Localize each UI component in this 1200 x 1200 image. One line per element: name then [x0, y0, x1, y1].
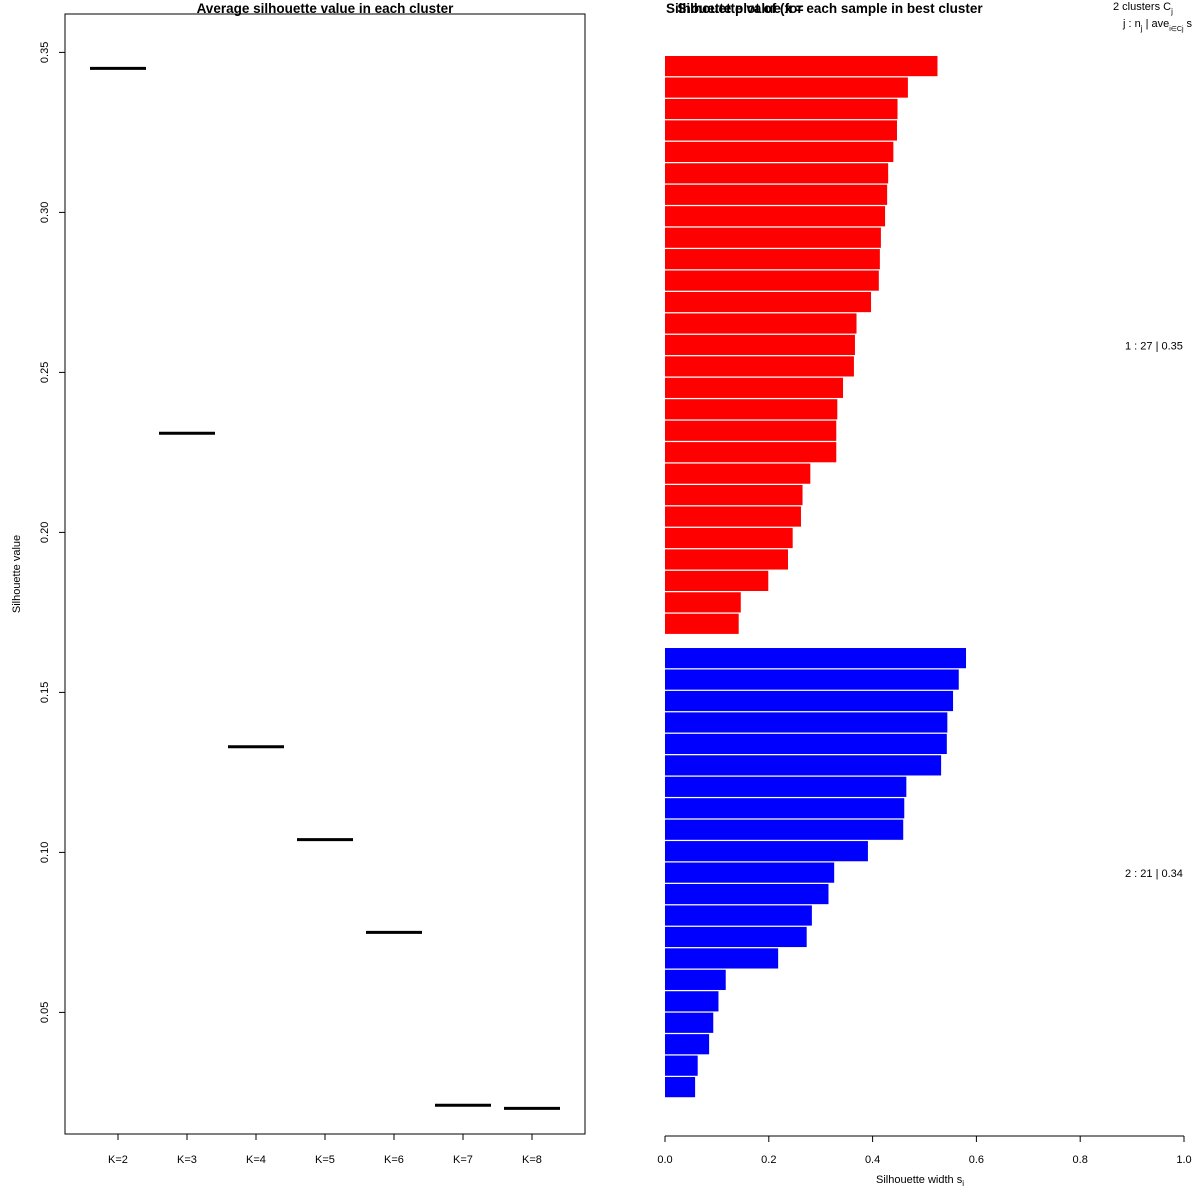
left-y-tick-label: 0.30: [39, 202, 51, 223]
silhouette-bar: [665, 883, 829, 905]
silhouette-bar: [665, 1012, 714, 1033]
silhouette-bar: [665, 420, 837, 441]
silhouette-bar: [665, 141, 894, 162]
silhouette-bar: [665, 227, 881, 248]
left-y-tick-label: 0.15: [39, 682, 51, 703]
legend-header-line2-sub: j: [1140, 24, 1143, 33]
silhouette-bar: [665, 442, 837, 463]
silhouette-bar: [665, 120, 897, 141]
silhouette-bar: [665, 905, 812, 926]
silhouette-bar: [665, 163, 889, 184]
right-chart-title: Silhouette value for each sample in best…: [677, 1, 983, 16]
right-x-axis: 0.0 0.2 0.4 0.6 0.8 1.0: [657, 1135, 1192, 1166]
silhouette-bar: [665, 776, 907, 797]
left-x-tick-label: K=6: [384, 1154, 404, 1166]
silhouette-bar: [665, 819, 904, 840]
right-x-axis-label-sub: i: [962, 1179, 964, 1188]
left-x-tick-label: K=2: [108, 1154, 128, 1166]
right-x-tick-label: 1.0: [1176, 1154, 1191, 1166]
right-bars: [665, 56, 967, 1098]
left-y-tick-label: 0.20: [39, 522, 51, 543]
silhouette-bar: [665, 527, 793, 549]
left-chart: Average silhouette value in each cluster…: [11, 1, 586, 1166]
silhouette-bar: [665, 356, 854, 377]
silhouette-bar: [665, 313, 857, 334]
left-chart-title: Average silhouette value in each cluster: [197, 1, 455, 16]
legend-header-line2-end: s: [1184, 18, 1193, 30]
right-x-tick-label: 0.0: [657, 1154, 672, 1166]
left-x-tick-label: K=8: [522, 1154, 542, 1166]
legend-header-line1: 2 clusters Cj: [1113, 1, 1173, 16]
silhouette-bar: [665, 948, 779, 969]
legend-header-line2-text: j : n: [1122, 18, 1141, 30]
silhouette-bar: [665, 841, 868, 862]
right-x-tick-label: 0.6: [969, 1154, 984, 1166]
silhouette-bar: [665, 1034, 710, 1055]
silhouette-bar: [665, 206, 886, 227]
cluster-summary-label: 1 : 27 | 0.35: [1125, 341, 1183, 353]
silhouette-bar: [665, 377, 844, 398]
left-y-tick-label: 0.05: [39, 1002, 51, 1023]
left-x-tick-label: K=7: [453, 1154, 473, 1166]
silhouette-bar: [665, 485, 803, 506]
silhouette-bar: [665, 1055, 698, 1076]
silhouette-bar: [665, 798, 905, 819]
legend-header-line2-mid: | ave: [1143, 18, 1170, 30]
silhouette-bar: [665, 549, 789, 570]
left-x-axis: K=2 K=3 K=4 K=5 K=6 K=7 K=8: [108, 1133, 542, 1166]
silhouette-bar: [665, 669, 959, 690]
silhouette-bar: [665, 506, 801, 527]
silhouette-bar: [665, 991, 719, 1012]
left-y-tick-label: 0.35: [39, 42, 51, 63]
silhouette-bar: [665, 755, 942, 776]
silhouette-bar: [665, 690, 954, 712]
legend-header-line1-text: 2 clusters C: [1113, 1, 1171, 13]
silhouette-bar: [665, 733, 947, 755]
silhouette-bar: [665, 969, 726, 990]
silhouette-bar: [665, 270, 879, 291]
silhouette-bar: [665, 56, 938, 77]
silhouette-bar: [665, 291, 872, 313]
silhouette-bar: [665, 184, 888, 205]
silhouette-bar: [665, 399, 838, 420]
left-markers: [90, 66, 560, 1110]
left-y-tick-label: 0.10: [39, 842, 51, 863]
silhouette-bar: [665, 648, 967, 669]
left-x-tick-label: K=5: [315, 1154, 335, 1166]
right-chart-title-underlay: Silhouette plot of (x =: [666, 1, 804, 16]
legend-header-line2-sub2: i∈Cj: [1169, 26, 1184, 33]
silhouette-bar: [665, 712, 948, 733]
left-x-tick-label: K=4: [246, 1154, 266, 1166]
silhouette-bar: [665, 926, 807, 948]
left-x-tick-label: K=3: [177, 1154, 197, 1166]
silhouette-bar: [665, 862, 835, 883]
silhouette-bar: [665, 592, 741, 613]
right-chart: Silhouette plot of (x = Silhouette value…: [657, 1, 1192, 1188]
left-plot-frame: [64, 13, 586, 1135]
silhouette-bar: [665, 77, 908, 98]
legend-header: 2 clusters Cj j : nj | avei∈Cj s: [1113, 1, 1193, 33]
left-y-axis: 0.05 0.10 0.15 0.20 0.25 0.30 0.35: [39, 42, 66, 1023]
right-x-tick-label: 0.2: [761, 1154, 776, 1166]
silhouette-bar: [665, 613, 739, 634]
silhouette-bar: [665, 570, 769, 591]
legend-header-line2: j : nj | avei∈Cj s: [1122, 18, 1193, 33]
legend-header-line1-sub: j: [1170, 7, 1173, 16]
right-x-tick-label: 0.4: [865, 1154, 880, 1166]
silhouette-bar: [665, 1077, 696, 1098]
cluster-summary-label: 2 : 21 | 0.34: [1125, 868, 1183, 880]
right-x-tick-label: 0.8: [1073, 1154, 1088, 1166]
silhouette-bar: [665, 463, 811, 484]
silhouette-bar: [665, 334, 855, 356]
right-cluster-labels: 1 : 27 | 0.35 2 : 21 | 0.34: [1125, 341, 1183, 881]
left-y-axis-label: Silhouette value: [11, 535, 23, 613]
right-x-axis-label-text: Silhouette width s: [876, 1174, 963, 1186]
silhouette-bar: [665, 98, 898, 120]
left-y-tick-label: 0.25: [39, 362, 51, 383]
silhouette-bar: [665, 249, 880, 270]
right-x-axis-label: Silhouette width si: [876, 1174, 964, 1188]
